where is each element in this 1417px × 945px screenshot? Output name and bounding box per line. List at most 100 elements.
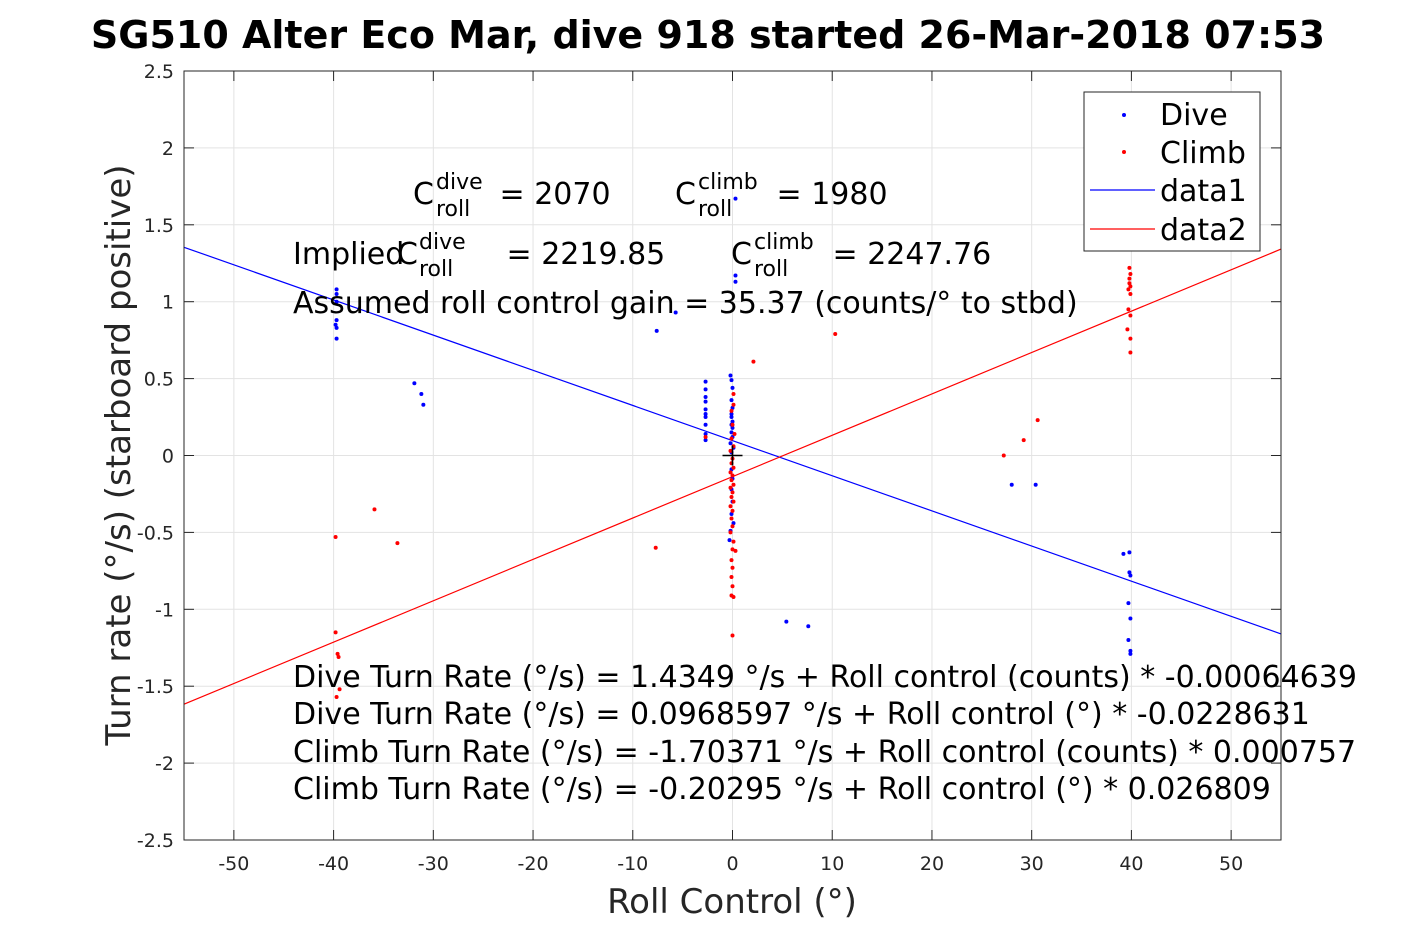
climb-point <box>333 630 338 635</box>
c-climb-value: = 1980 <box>767 177 888 212</box>
dive-point <box>729 398 734 403</box>
implied-dive-sub: roll <box>419 257 453 282</box>
x-tick-label: -50 <box>218 853 249 875</box>
fit-equations: Dive Turn Rate (°/s) = 1.4349 °/s + Roll… <box>293 660 1357 807</box>
climb-point <box>395 541 400 546</box>
dive-point <box>728 441 733 446</box>
climb-point <box>1128 284 1133 289</box>
climb-point <box>730 422 735 427</box>
dive-point <box>729 415 734 420</box>
climb-point <box>1128 292 1133 297</box>
dive-point <box>730 419 735 424</box>
climb-point <box>731 391 736 396</box>
annotation-implied-dive: Implied C dive roll = 2219.85 <box>293 230 665 282</box>
climb-point <box>1127 265 1132 270</box>
x-axis-label: Roll Control (°) <box>607 882 857 922</box>
implied-climb-value: = 2247.76 <box>823 237 991 272</box>
dive-point <box>334 336 339 341</box>
climb-point <box>730 547 735 552</box>
y-tick-label: -1.5 <box>137 676 174 698</box>
dive-point <box>703 395 708 400</box>
x-tick-label: -20 <box>518 853 549 875</box>
c-dive-sub: roll <box>436 197 470 222</box>
dive-point <box>1009 482 1014 487</box>
y-axis-label: Turn rate (°/s) (starboard positive) <box>99 164 139 746</box>
climb-point <box>1126 307 1131 312</box>
equation-line: Climb Turn Rate (°/s) = -0.20295 °/s + R… <box>293 772 1271 807</box>
annotation-c-climb: C climb roll = 1980 <box>675 170 888 222</box>
dive-point <box>784 619 789 624</box>
legend-dive-label: Dive <box>1160 98 1228 133</box>
dive-point <box>1128 651 1133 656</box>
legend-box <box>1083 91 1261 252</box>
climb-point <box>731 539 736 544</box>
climb-point <box>1128 272 1133 277</box>
climb-point <box>731 499 736 504</box>
climb-point <box>1021 438 1026 443</box>
climb-point <box>1127 281 1132 286</box>
implied-climb-sup: climb <box>754 230 814 255</box>
dive-point <box>733 196 738 201</box>
legend-climb-marker <box>1122 150 1126 154</box>
dive-point <box>1033 482 1038 487</box>
c-dive-base: C <box>413 177 434 212</box>
dive-point <box>703 411 708 416</box>
dive-point <box>733 273 738 278</box>
roll-gain-annotation: Assumed roll control gain = 35.37 (count… <box>293 286 1078 321</box>
c-climb-base: C <box>675 177 696 212</box>
x-tick-label: 40 <box>1119 853 1143 875</box>
climb-point <box>1128 313 1133 318</box>
climb-point <box>728 530 733 535</box>
legend-data2-label: data2 <box>1160 213 1247 248</box>
dive-point <box>728 373 733 378</box>
climb-point <box>751 359 756 364</box>
dive-point <box>334 318 339 323</box>
x-tick-label: 0 <box>726 853 738 875</box>
dive-point <box>333 322 338 327</box>
axis-ticks: -50 -40 -30 -20 -10 0 10 20 30 40 50-2.5-2-1.5-1-0… <box>137 61 1281 875</box>
climb-point <box>732 431 737 436</box>
climb-point <box>833 331 838 336</box>
dive-point <box>419 391 424 396</box>
climb-point <box>729 478 734 483</box>
climb-point <box>731 465 736 470</box>
climb-point <box>372 507 377 512</box>
dive-point <box>1126 638 1131 643</box>
y-tick-label: -2.5 <box>137 830 174 852</box>
y-tick-label: -1 <box>155 599 174 621</box>
equation-line: Dive Turn Rate (°/s) = 0.0968597 °/s + R… <box>293 697 1310 732</box>
y-tick-label: -0.5 <box>137 522 174 544</box>
dive-point <box>334 292 339 297</box>
y-tick-label: 0 <box>162 446 174 468</box>
climb-point <box>335 651 340 656</box>
implied-climb-sub: roll <box>754 257 788 282</box>
implied-climb-base: C <box>731 237 752 272</box>
dive-point <box>1128 573 1133 578</box>
dive-point <box>703 422 708 427</box>
x-tick-label: -30 <box>418 853 449 875</box>
x-tick-label: -10 <box>617 853 648 875</box>
dive-point <box>733 279 738 284</box>
dive-point <box>703 387 708 392</box>
y-tick-label: 2 <box>162 138 174 160</box>
climb-point <box>730 633 735 638</box>
implied-dive-prefix: Implied <box>293 237 414 272</box>
annotation-c-dive: C dive roll = 2070 <box>413 170 611 222</box>
dive-point <box>806 624 811 629</box>
climb-point <box>729 558 734 563</box>
climb-point <box>729 495 734 500</box>
dive-point <box>731 521 736 526</box>
dive-point <box>730 425 735 430</box>
dive-point <box>1128 648 1133 653</box>
climb-point <box>1128 350 1133 355</box>
dive-point <box>334 325 339 330</box>
dive-point <box>654 328 659 333</box>
climb-point <box>733 548 738 553</box>
dive-point <box>730 405 735 410</box>
climb-point <box>729 516 734 521</box>
dive-point <box>673 310 678 315</box>
legend-dive-marker <box>1122 113 1126 117</box>
c-dive-value: = 2070 <box>490 177 611 212</box>
c-climb-sup: climb <box>698 170 758 195</box>
